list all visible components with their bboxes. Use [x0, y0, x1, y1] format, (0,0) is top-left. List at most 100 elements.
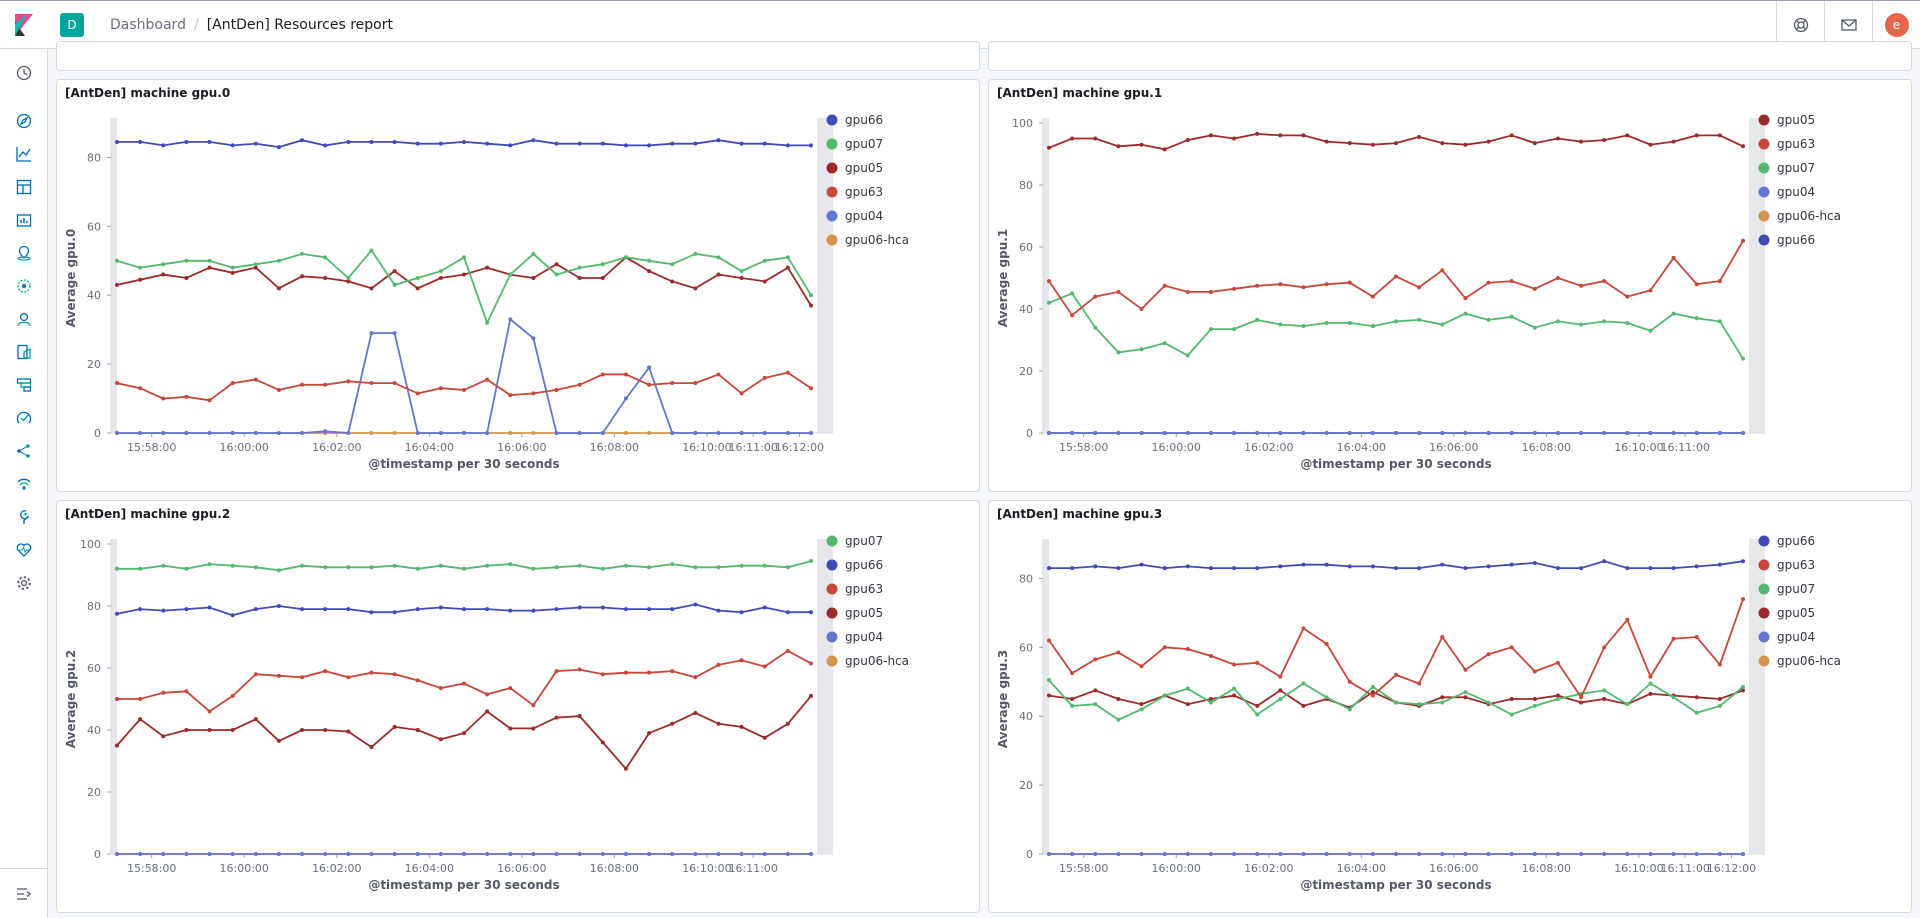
- data-point-gpu66[interactable]: [508, 608, 513, 613]
- data-point-gpu63[interactable]: [462, 387, 466, 392]
- data-point-gpu04[interactable]: [623, 396, 628, 401]
- data-point-gpu07[interactable]: [1602, 319, 1607, 324]
- data-point-gpu66[interactable]: [115, 611, 119, 616]
- data-point-gpu66[interactable]: [207, 139, 212, 144]
- data-point-gpu05[interactable]: [253, 265, 258, 270]
- data-point-gpu63[interactable]: [623, 670, 628, 675]
- data-point-gpu07[interactable]: [809, 559, 813, 564]
- data-point-gpu63[interactable]: [1278, 674, 1283, 679]
- data-point-gpu05[interactable]: [1648, 142, 1653, 147]
- data-point-gpu05[interactable]: [161, 734, 166, 739]
- data-point-gpu66[interactable]: [1602, 559, 1607, 564]
- data-point-gpu07[interactable]: [1741, 684, 1745, 689]
- data-point-gpu04[interactable]: [300, 431, 305, 435]
- data-point-gpu63[interactable]: [1417, 285, 1422, 290]
- data-point-gpu04[interactable]: [1324, 852, 1329, 856]
- data-point-gpu05[interactable]: [647, 269, 652, 274]
- space-avatar[interactable]: D: [60, 12, 84, 37]
- data-point-gpu07[interactable]: [577, 563, 582, 568]
- data-point-gpu63[interactable]: [1255, 660, 1260, 665]
- data-point-gpu07[interactable]: [392, 563, 397, 568]
- data-point-gpu66[interactable]: [115, 139, 119, 144]
- data-point-gpu66[interactable]: [438, 605, 443, 610]
- data-point-gpu04[interactable]: [716, 852, 721, 856]
- legend-swatch-gpu66[interactable]: [826, 559, 838, 571]
- data-point-gpu05[interactable]: [184, 728, 189, 732]
- data-point-gpu66[interactable]: [1139, 562, 1144, 567]
- data-point-gpu63[interactable]: [138, 386, 143, 391]
- data-point-gpu05[interactable]: [762, 735, 767, 740]
- legend-swatch-gpu04[interactable]: [826, 210, 838, 222]
- legend-swatch-gpu07[interactable]: [1758, 162, 1770, 174]
- data-point-gpu04[interactable]: [647, 852, 652, 856]
- data-point-gpu07[interactable]: [115, 258, 119, 263]
- data-point-gpu66[interactable]: [392, 610, 397, 615]
- data-point-gpu04[interactable]: [485, 852, 490, 856]
- data-point-gpu04[interactable]: [161, 852, 166, 856]
- data-point-gpu66[interactable]: [323, 143, 328, 148]
- data-point-gpu63[interactable]: [1579, 283, 1584, 288]
- data-point-gpu07[interactable]: [762, 563, 767, 568]
- nav-infrastructure[interactable]: [12, 307, 36, 331]
- data-point-gpu63[interactable]: [1116, 650, 1121, 655]
- data-point-gpu63[interactable]: [1417, 681, 1422, 686]
- data-point-gpu05[interactable]: [392, 724, 397, 729]
- data-point-gpu05[interactable]: [716, 272, 721, 277]
- data-point-gpu07[interactable]: [554, 565, 559, 570]
- data-point-gpu66[interactable]: [1741, 559, 1745, 564]
- data-point-gpu07[interactable]: [577, 265, 582, 270]
- data-point-gpu63[interactable]: [1486, 280, 1491, 285]
- data-point-gpu07[interactable]: [785, 565, 790, 570]
- data-point-gpu07[interactable]: [1093, 325, 1098, 330]
- data-point-gpu04[interactable]: [161, 431, 166, 435]
- data-point-gpu07[interactable]: [1278, 322, 1283, 327]
- data-point-gpu63[interactable]: [1324, 282, 1329, 287]
- data-point-gpu04[interactable]: [1648, 431, 1653, 435]
- data-point-gpu63[interactable]: [1717, 662, 1722, 667]
- data-point-gpu04[interactable]: [415, 431, 420, 435]
- data-point-gpu07[interactable]: [716, 565, 721, 570]
- data-point-gpu63[interactable]: [1162, 645, 1167, 650]
- data-point-gpu05[interactable]: [438, 276, 443, 280]
- data-point-gpu66[interactable]: [785, 143, 790, 148]
- data-point-gpu04[interactable]: [647, 365, 652, 370]
- series-line-gpu63[interactable]: [1048, 598, 1744, 700]
- data-point-gpu05[interactable]: [1602, 697, 1607, 701]
- data-point-gpu04[interactable]: [1370, 431, 1375, 435]
- data-point-gpu05[interactable]: [115, 743, 119, 748]
- data-point-gpu05[interactable]: [369, 286, 374, 291]
- data-point-gpu04[interactable]: [1671, 431, 1676, 435]
- data-point-gpu63[interactable]: [369, 381, 374, 386]
- help-button[interactable]: [1776, 1, 1824, 49]
- data-point-gpu63[interactable]: [369, 670, 374, 675]
- legend-label-gpu63[interactable]: gpu63: [845, 582, 883, 596]
- data-point-gpu63[interactable]: [462, 681, 466, 686]
- data-point-gpu05[interactable]: [161, 272, 166, 277]
- data-point-gpu07[interactable]: [600, 262, 605, 267]
- data-point-gpu07[interactable]: [1625, 320, 1630, 325]
- data-point-gpu04[interactable]: [438, 431, 443, 435]
- data-point-gpu05[interactable]: [1047, 145, 1051, 150]
- legend-swatch-gpu66[interactable]: [1758, 234, 1770, 246]
- data-point-gpu05[interactable]: [1116, 697, 1121, 701]
- data-point-gpu63[interactable]: [1648, 288, 1653, 293]
- data-point-gpu07[interactable]: [230, 563, 235, 568]
- data-point-gpu66[interactable]: [462, 607, 466, 612]
- legend-label-gpu05[interactable]: gpu05: [845, 606, 883, 620]
- data-point-gpu63[interactable]: [508, 686, 513, 691]
- data-point-gpu04[interactable]: [1139, 431, 1144, 435]
- data-point-gpu04[interactable]: [392, 852, 397, 856]
- data-point-gpu07[interactable]: [1555, 697, 1560, 701]
- data-point-gpu66[interactable]: [1093, 564, 1098, 569]
- data-point-gpu63[interactable]: [392, 672, 397, 677]
- nav-discover[interactable]: [12, 109, 36, 133]
- data-point-gpu04[interactable]: [1185, 852, 1190, 856]
- data-point-gpu07[interactable]: [1278, 697, 1283, 701]
- data-point-gpu07[interactable]: [1694, 316, 1699, 321]
- data-point-gpu07[interactable]: [207, 562, 212, 567]
- data-point-gpu04[interactable]: [1602, 431, 1607, 435]
- data-point-gpu04[interactable]: [1347, 852, 1352, 856]
- data-point-gpu66[interactable]: [1347, 564, 1352, 569]
- data-point-gpu05[interactable]: [485, 709, 490, 714]
- data-point-gpu66[interactable]: [1394, 566, 1398, 571]
